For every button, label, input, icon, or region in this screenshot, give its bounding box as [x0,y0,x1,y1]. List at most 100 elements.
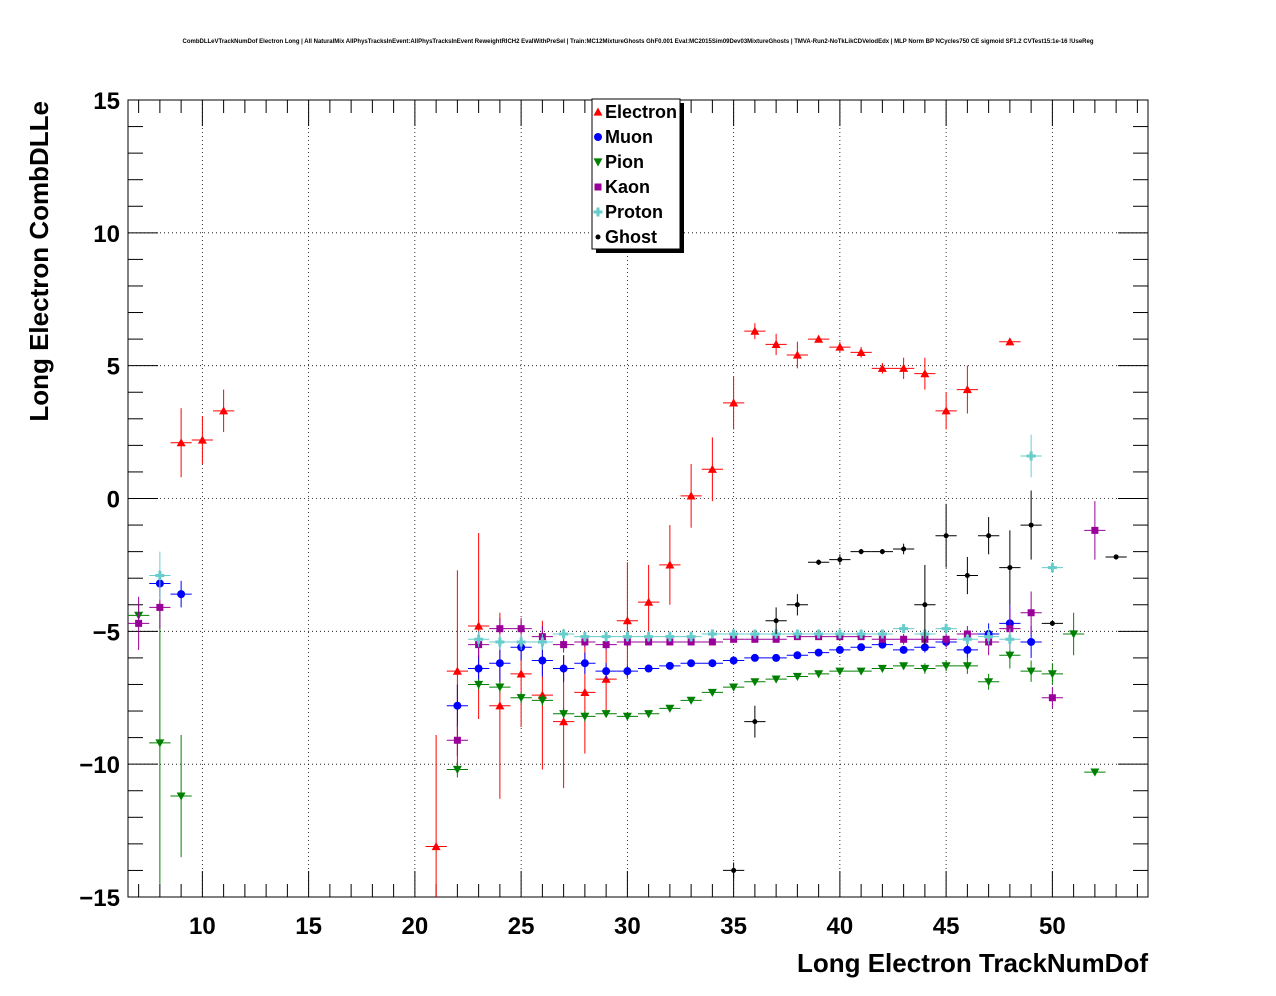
x-tick-label: 50 [1039,913,1066,940]
muon-marker [602,667,611,676]
ghost-marker [837,557,843,563]
proton-point [935,623,957,634]
electron-point [574,631,596,754]
electron-point [170,408,192,478]
electron-point [616,562,638,680]
pion-point [978,673,1000,690]
muon-marker [920,643,929,652]
electron-point [468,533,490,720]
y-tick-label: −5 [93,619,120,646]
kaon-point [1020,591,1042,634]
muon-point [616,665,638,677]
legend-box [591,98,681,250]
ghost-marker [752,719,758,725]
pion-marker [750,678,760,687]
electron-point [213,389,235,433]
proton-point [510,633,532,650]
proton-marker [792,629,802,639]
muon-marker [580,659,589,668]
proton-point [744,629,766,639]
kaon-marker [751,635,759,643]
ghost-marker [731,867,737,873]
ghost-point [829,554,851,565]
pion-marker [1005,651,1015,660]
electron-point [659,525,681,605]
x-tick-label: 25 [508,913,535,940]
muon-point [744,653,766,662]
proton-point [723,629,745,639]
pion-point [531,695,553,706]
pion-point [914,663,936,674]
pion-point [680,696,702,705]
proton-point [659,631,681,642]
y-tick-label: 5 [107,354,120,381]
proton-marker [1047,563,1057,573]
electron-marker [1005,337,1015,346]
proton-point [871,629,893,639]
pion-point [616,712,638,721]
electron-point [723,376,745,430]
pion-marker [1047,670,1057,679]
ghost-marker [943,533,949,539]
electron-marker [941,406,951,415]
ghost-point [786,594,808,616]
pion-marker [176,792,186,801]
proton-marker [984,632,994,642]
pion-marker [474,680,484,689]
x-tick-label: 45 [933,913,960,940]
proton-marker [495,637,505,647]
ghost-point [765,607,787,634]
chart-title: CombDLLeVTrackNumDof Electron Long | All… [182,39,1093,45]
legend-label: Pion [605,152,644,172]
muon-point [638,664,660,673]
y-axis-label: Long Electron CombDLLe [24,101,54,422]
proton-point [1020,434,1042,478]
electron-marker [665,560,675,569]
pion-point [1063,612,1085,656]
kaon-marker [1048,694,1056,702]
proton-point [893,624,915,634]
proton-marker [665,632,675,642]
electron-marker [899,363,909,372]
ghost-marker [922,602,928,608]
electron-marker [771,339,781,349]
electron-marker [197,435,207,444]
pion-point [170,734,192,858]
pion-marker [452,765,462,774]
ghost-point [1020,490,1042,560]
ghost-marker [816,559,822,565]
muon-point [170,580,192,608]
pion-marker [665,704,675,713]
legend-item-kaon: Kaon [594,177,650,197]
proton-point [680,631,702,642]
pion-marker [835,667,845,676]
muon-marker [474,664,483,673]
muon-point [850,643,872,652]
kaon-marker [560,641,568,649]
muon-marker [708,659,717,668]
y-tick-label: −15 [79,885,120,912]
kaon-point [701,638,723,646]
legend-item-pion: Pion [593,152,644,172]
electron-point [871,363,893,374]
pion-marker [941,662,951,671]
ghost-marker [858,549,864,555]
pion-marker [559,710,569,719]
muon-marker [687,659,696,668]
electron-point [893,357,915,379]
muon-marker [453,701,462,710]
muon-point [489,644,511,682]
proton-point [701,629,723,639]
proton-marker [877,629,887,639]
series-proton [149,434,1063,650]
proton-point [574,631,596,642]
electron-marker [622,616,632,625]
muon-point [893,645,915,654]
pion-marker [771,675,781,684]
muon-point [765,653,787,662]
muon-marker [814,648,823,657]
legend-marker [594,133,602,141]
proton-marker [601,632,611,642]
proton-marker [1026,451,1036,461]
